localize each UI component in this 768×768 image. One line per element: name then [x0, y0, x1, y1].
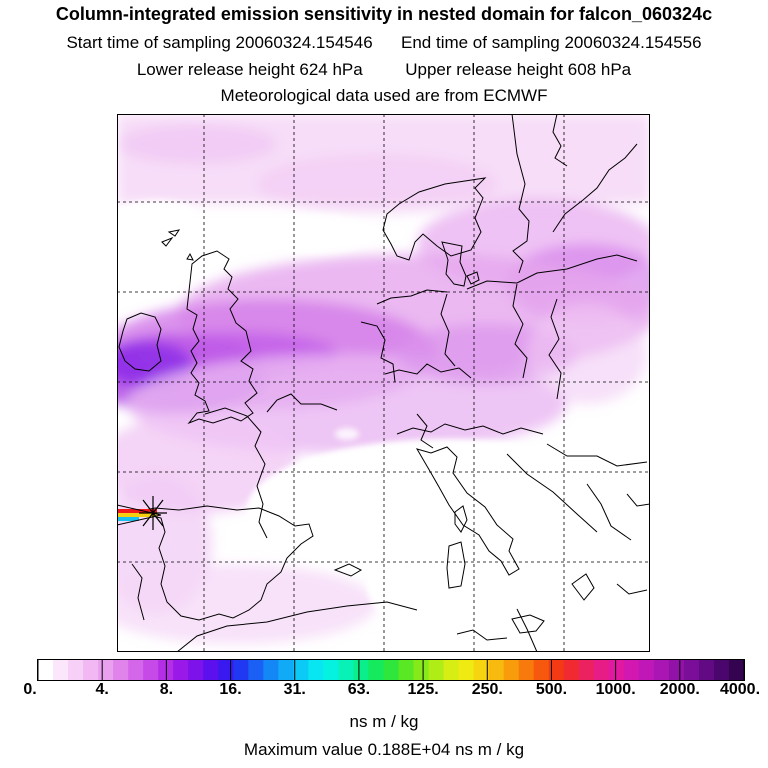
colorbar-cell [458, 660, 475, 680]
colorbar-cell [668, 660, 685, 680]
upper-release-label: Upper release height 608 hPa [405, 60, 632, 79]
colorbar-cell [608, 660, 625, 680]
colorbar-cell [698, 660, 715, 680]
colorbar-tick-label: 1000. [596, 681, 636, 696]
colorbar-cell [188, 660, 204, 680]
colorbar-cell [443, 660, 460, 680]
colorbar-cell [383, 660, 400, 680]
release-height-row: Lower release height 624 hPa Upper relea… [0, 60, 768, 80]
colorbar-tick-label: 2000. [660, 681, 700, 696]
colorbar-cell [83, 660, 99, 680]
sensitivity-map [117, 114, 650, 652]
colorbar-cell [113, 660, 129, 680]
colorbar-cell [638, 660, 655, 680]
max-value-label: Maximum value 0.188E+04 ns m / kg [243, 740, 525, 759]
colorbar-tick-label: 250. [472, 681, 503, 696]
colorbar-cell [488, 660, 505, 680]
colorbar-cell [218, 660, 234, 680]
colorbar-cell [173, 660, 189, 680]
colorbar-cell [683, 660, 700, 680]
colorbar-cell [518, 660, 535, 680]
colorbar-cell [98, 660, 114, 680]
colorbar-tick-label: 63. [348, 681, 370, 696]
release-site-marker [117, 496, 167, 530]
x-mark-icon [139, 496, 167, 530]
map-title: Column-integrated emission sensitivity i… [55, 4, 713, 24]
colorbar-cell [578, 660, 595, 680]
colorbar: 0. 4. 8. 16. 31. 63. 125. 250. 500. 1000. 2000. 400… [23, 659, 760, 696]
colorbar-cell [428, 660, 445, 680]
colorbar-cell [143, 660, 159, 680]
colorbar-cell [368, 660, 385, 680]
colorbar-units: ns m / kg [349, 712, 419, 731]
coastlines [118, 114, 650, 652]
colorbar-cell [593, 660, 610, 680]
end-time-label: End time of sampling 20060324.154556 [401, 33, 702, 52]
colorbar-cell [623, 660, 640, 680]
colorbar-tick-label: 0. [23, 681, 36, 696]
colorbar-cell [233, 660, 249, 680]
colorbar-cell [398, 660, 415, 680]
colorbar-cell [503, 660, 520, 680]
colorbar-cell [248, 660, 264, 680]
met-data-label: Meteorological data used are from ECMWF [220, 86, 548, 105]
colorbar-cell [413, 660, 430, 680]
colorbar-cell [203, 660, 219, 680]
colorbar-cell [128, 660, 144, 680]
colorbar-tick-label: 4. [96, 681, 109, 696]
colorbar-tick-label: 31. [284, 681, 306, 696]
graticule [117, 114, 650, 652]
colorbar-cell [38, 660, 54, 680]
map-frame [117, 114, 650, 652]
colorbar-cell [263, 660, 279, 680]
colorbar-cell [53, 660, 69, 680]
colorbar-cell [323, 660, 340, 680]
colorbar-tick-label: 8. [160, 681, 173, 696]
colorbar-cell [278, 660, 294, 680]
colorbar-cell [563, 660, 580, 680]
colorbar-cell [353, 660, 370, 680]
colorbar-tick-label: 4000. [720, 681, 760, 696]
lower-release-label: Lower release height 624 hPa [136, 60, 363, 79]
colorbar-cell [308, 660, 324, 680]
colorbar-cell [473, 660, 490, 680]
colorbar-cell [548, 660, 565, 680]
colorbar-cell [338, 660, 355, 680]
colorbar-tick-label: 500. [536, 681, 567, 696]
sensitivity-field [117, 114, 650, 644]
colorbar-cell [68, 660, 84, 680]
colorbar-cell [533, 660, 550, 680]
sampling-time-row: Start time of sampling 20060324.154546 E… [0, 33, 768, 53]
colorbar-cell [653, 660, 670, 680]
colorbar-cell [293, 660, 309, 680]
start-time-label: Start time of sampling 20060324.154546 [66, 33, 373, 52]
colorbar-tick-label: 125. [408, 681, 439, 696]
colorbar-tick-label: 16. [219, 681, 241, 696]
colorbar-cell [728, 660, 745, 680]
colorbar-cell [713, 660, 730, 680]
